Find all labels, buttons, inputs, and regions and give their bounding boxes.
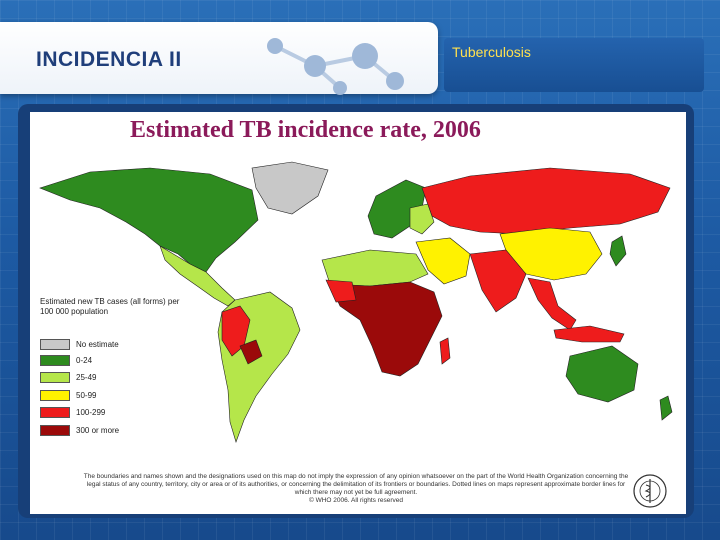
legend-swatch: [40, 338, 70, 350]
region-north-america: [39, 167, 259, 273]
world-map: [39, 161, 673, 443]
region-eastern-europe: [409, 203, 435, 235]
map-disclaimer: The boundaries and names shown and the d…: [82, 473, 630, 505]
region-russia: [421, 167, 671, 235]
region-indonesia: [553, 325, 625, 343]
copyright-text: © WHO 2006. All rights reserved: [308, 497, 404, 504]
map-title: Estimated TB incidence rate, 2006: [130, 117, 481, 143]
region-bolivia: [239, 339, 263, 365]
molecule-icon: [267, 38, 404, 95]
region-north-africa: [321, 249, 429, 287]
who-emblem-icon: [633, 474, 667, 508]
topic-label: Tuberculosis: [452, 44, 531, 60]
region-new-zealand: [659, 395, 673, 421]
region-middle-east: [415, 237, 471, 285]
slide-title: INCIDENCIA II: [36, 48, 182, 71]
region-central-america: [159, 245, 236, 307]
region-southeast-asia: [527, 277, 577, 331]
legend-title: Estimated new TB cases (all forms) per 1…: [40, 297, 180, 316]
legend-swatch: [40, 424, 70, 436]
region-greenland: [251, 161, 329, 215]
region-south-asia: [469, 249, 527, 313]
region-west-africa: [325, 279, 357, 303]
region-australia: [565, 345, 639, 403]
legend-swatch: [40, 354, 70, 366]
legend-swatch: [40, 389, 70, 401]
region-sub-saharan-africa: [329, 281, 443, 377]
legend-label: 25-49: [76, 372, 97, 382]
legend-item: 100-299: [40, 406, 105, 418]
legend-item: 50-99: [40, 389, 96, 401]
region-madagascar: [439, 337, 451, 365]
region-japan: [609, 235, 627, 267]
legend-item: No estimate: [40, 338, 119, 350]
legend-item: 300 or more: [40, 424, 119, 436]
legend-label: 300 or more: [76, 425, 120, 435]
legend-swatch: [40, 371, 70, 383]
legend-item: 25-49: [40, 371, 96, 383]
disclaimer-text: The boundaries and names shown and the d…: [83, 473, 629, 496]
legend-item: 0-24: [40, 354, 92, 366]
legend-label: 100-299: [76, 407, 106, 417]
legend-label: No estimate: [76, 339, 119, 349]
legend-label: 0-24: [76, 355, 93, 365]
topic-tab: [444, 38, 704, 92]
legend-label: 50-99: [76, 390, 97, 400]
legend-swatch: [40, 406, 70, 418]
